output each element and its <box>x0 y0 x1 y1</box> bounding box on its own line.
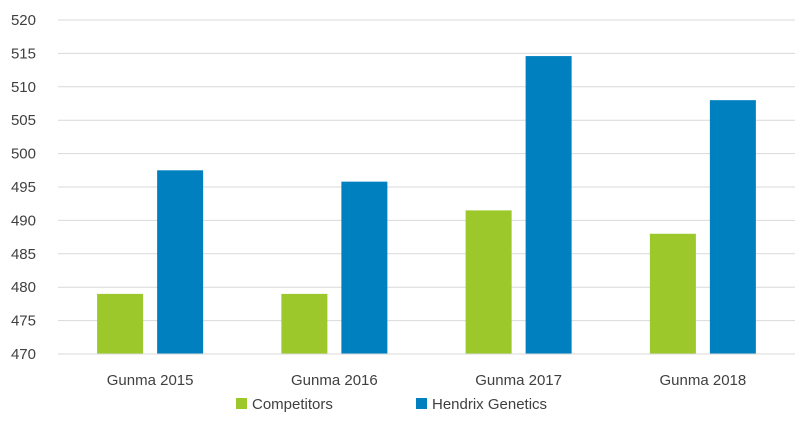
legend-swatch <box>236 398 247 409</box>
bar-competitors-gunma-2018 <box>649 233 696 354</box>
x-axis-category-labels: Gunma 2015 Gunma 2016 Gunma 2017 Gunma 2018 <box>107 372 746 389</box>
y-tick-label: 505 <box>11 112 36 129</box>
legend-swatch <box>416 398 427 409</box>
x-category-label: Gunma 2017 <box>475 372 562 389</box>
y-tick-label: 485 <box>11 246 36 263</box>
y-tick-label: 500 <box>11 146 36 163</box>
y-tick-label: 470 <box>11 346 36 363</box>
bar-competitors-gunma-2016 <box>281 293 328 354</box>
legend-label: Hendrix Genetics <box>432 396 547 413</box>
bar-hendrix-genetics-gunma-2016 <box>341 181 388 354</box>
y-tick-label: 490 <box>11 212 36 229</box>
bar-hendrix-genetics-gunma-2017 <box>525 56 572 355</box>
x-category-label: Gunma 2016 <box>291 372 378 389</box>
bar-competitors-gunma-2017 <box>465 210 512 354</box>
bar-competitors-gunma-2015 <box>97 293 144 354</box>
bar-hendrix-genetics-gunma-2015 <box>157 170 204 354</box>
y-tick-label: 480 <box>11 279 36 296</box>
y-tick-label: 475 <box>11 313 36 330</box>
y-tick-label: 515 <box>11 45 36 62</box>
bars <box>97 56 756 355</box>
y-tick-label: 495 <box>11 179 36 196</box>
y-axis-tick-labels: 470 475 480 485 490 495 500 505 510 515 520 <box>11 12 36 363</box>
x-category-label: Gunma 2015 <box>107 372 194 389</box>
x-category-label: Gunma 2018 <box>660 372 747 389</box>
y-tick-label: 510 <box>11 79 36 96</box>
legend-label: Competitors <box>252 396 333 413</box>
bar-hendrix-genetics-gunma-2018 <box>709 100 756 354</box>
legend: Competitors Hendrix Genetics <box>236 396 547 413</box>
y-tick-label: 520 <box>11 12 36 29</box>
